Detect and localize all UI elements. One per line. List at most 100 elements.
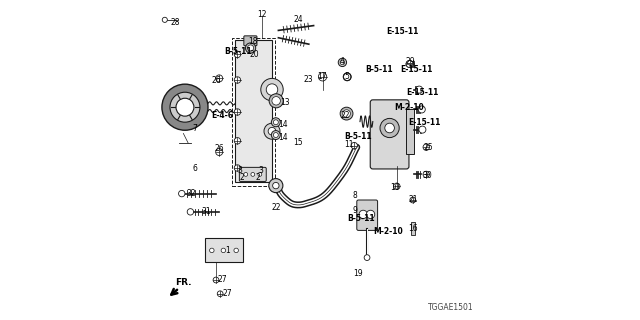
Text: 10: 10 xyxy=(390,183,400,192)
Circle shape xyxy=(364,255,370,260)
Text: 22: 22 xyxy=(340,111,350,120)
Circle shape xyxy=(423,171,429,178)
Text: 26: 26 xyxy=(211,76,221,84)
Circle shape xyxy=(213,277,219,283)
Circle shape xyxy=(343,110,351,117)
Circle shape xyxy=(246,43,256,53)
Text: 32: 32 xyxy=(186,189,196,198)
Circle shape xyxy=(351,142,357,149)
Text: 3: 3 xyxy=(259,166,263,175)
Text: 7: 7 xyxy=(193,124,198,133)
Text: 12: 12 xyxy=(258,10,267,19)
Bar xyxy=(412,222,415,235)
Text: 8: 8 xyxy=(353,191,358,200)
Text: 24: 24 xyxy=(293,15,303,24)
Circle shape xyxy=(406,60,413,68)
Bar xyxy=(232,38,275,186)
Text: 6: 6 xyxy=(193,164,198,172)
Text: 19: 19 xyxy=(353,269,363,278)
Text: 23: 23 xyxy=(304,75,314,84)
Circle shape xyxy=(266,84,278,95)
Circle shape xyxy=(271,118,280,127)
Circle shape xyxy=(319,73,327,81)
Circle shape xyxy=(273,120,278,125)
Text: 4: 4 xyxy=(340,57,345,66)
Text: M-2-10: M-2-10 xyxy=(395,103,424,112)
Text: M-2-10: M-2-10 xyxy=(373,227,403,236)
Circle shape xyxy=(272,97,280,105)
Circle shape xyxy=(248,45,253,51)
Circle shape xyxy=(269,179,283,193)
Text: 2: 2 xyxy=(239,173,244,182)
Circle shape xyxy=(271,131,280,140)
Text: 15: 15 xyxy=(292,138,303,147)
Text: 27: 27 xyxy=(222,289,232,298)
Text: 16: 16 xyxy=(408,224,419,233)
Text: 21: 21 xyxy=(408,195,417,204)
Circle shape xyxy=(217,291,223,297)
Circle shape xyxy=(234,165,241,171)
Circle shape xyxy=(162,84,208,130)
FancyBboxPatch shape xyxy=(370,100,409,169)
Text: 5: 5 xyxy=(344,72,349,81)
Circle shape xyxy=(210,248,214,253)
Text: E-15-11: E-15-11 xyxy=(387,27,419,36)
Circle shape xyxy=(406,60,413,68)
Circle shape xyxy=(268,127,276,135)
Text: FR.: FR. xyxy=(175,278,192,287)
Text: 22: 22 xyxy=(271,203,280,212)
Circle shape xyxy=(273,182,279,189)
FancyBboxPatch shape xyxy=(357,200,378,230)
Circle shape xyxy=(170,92,200,122)
Text: 31: 31 xyxy=(201,207,211,216)
Circle shape xyxy=(359,210,367,219)
Text: 9: 9 xyxy=(352,206,357,215)
Circle shape xyxy=(423,144,429,150)
Text: 14: 14 xyxy=(278,120,288,129)
Circle shape xyxy=(261,78,284,101)
Bar xyxy=(406,109,415,154)
Circle shape xyxy=(410,197,416,203)
Text: E-15-11: E-15-11 xyxy=(408,118,440,127)
Text: 27: 27 xyxy=(218,275,227,284)
Circle shape xyxy=(340,60,345,65)
Circle shape xyxy=(419,126,426,133)
Circle shape xyxy=(344,73,351,81)
Text: 26: 26 xyxy=(214,144,224,153)
Circle shape xyxy=(234,138,241,144)
Circle shape xyxy=(338,58,347,67)
Circle shape xyxy=(273,132,278,138)
Circle shape xyxy=(234,77,241,83)
Text: E-15-11: E-15-11 xyxy=(406,88,438,97)
Circle shape xyxy=(394,183,400,189)
Text: 28: 28 xyxy=(171,18,180,27)
FancyBboxPatch shape xyxy=(244,36,257,46)
Circle shape xyxy=(269,94,283,108)
Bar xyxy=(205,238,243,262)
Text: B-5-11: B-5-11 xyxy=(365,65,393,74)
Text: 14: 14 xyxy=(278,133,288,142)
Circle shape xyxy=(179,190,185,197)
Circle shape xyxy=(419,106,425,113)
Text: B-5-11: B-5-11 xyxy=(344,132,372,140)
Circle shape xyxy=(221,248,226,253)
Circle shape xyxy=(385,123,394,133)
Text: B-5-11: B-5-11 xyxy=(347,214,375,223)
Text: 11: 11 xyxy=(345,140,354,149)
Text: 25: 25 xyxy=(423,143,433,152)
Text: E-15-11: E-15-11 xyxy=(400,65,432,74)
Text: E-4-6: E-4-6 xyxy=(211,111,234,120)
Text: 30: 30 xyxy=(422,171,432,180)
Circle shape xyxy=(176,98,194,116)
Circle shape xyxy=(340,107,353,120)
Circle shape xyxy=(216,148,223,156)
Circle shape xyxy=(416,86,423,93)
Circle shape xyxy=(163,17,168,22)
Circle shape xyxy=(258,172,262,176)
Circle shape xyxy=(251,172,255,176)
Text: B-5-11: B-5-11 xyxy=(225,47,252,56)
Text: 17: 17 xyxy=(317,72,326,81)
Text: 29: 29 xyxy=(405,57,415,66)
Text: TGGAE1501: TGGAE1501 xyxy=(428,303,474,312)
Circle shape xyxy=(244,172,248,176)
